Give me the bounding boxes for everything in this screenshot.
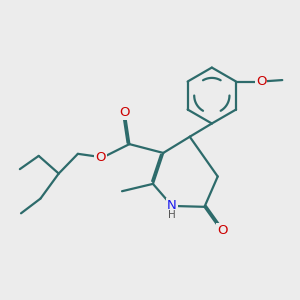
Text: N: N [167, 200, 177, 212]
Text: O: O [256, 75, 266, 88]
Text: O: O [217, 224, 227, 238]
Text: H: H [168, 210, 176, 220]
Text: O: O [95, 151, 106, 164]
Text: O: O [120, 106, 130, 119]
